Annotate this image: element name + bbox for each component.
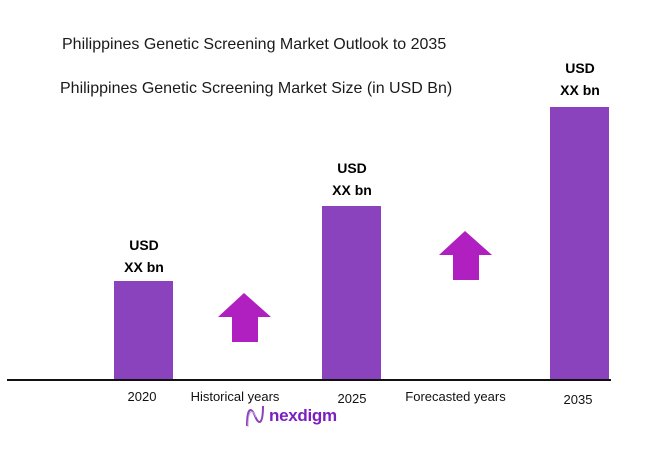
growth-arrow-icon [439, 231, 492, 280]
nexdigm-logo: nexdigm [245, 404, 337, 428]
x-axis [7, 379, 611, 381]
nexdigm-wave-icon [246, 405, 264, 428]
chart-subtitle: Philippines Genetic Screening Market Siz… [60, 80, 453, 97]
x-tick-2025: 2025 [337, 391, 367, 406]
nexdigm-logo-text: nexdigm [269, 406, 337, 425]
chart-title: Philippines Genetic Screening Market Out… [62, 36, 447, 53]
forecasted-years-label: Forecasted years [405, 389, 506, 404]
historical-years-label: Historical years [190, 389, 280, 404]
bar-2035 [550, 107, 609, 380]
bar-label-2035: USD XX bn [560, 60, 600, 98]
bar-label-2020: USD XX bn [124, 237, 164, 275]
bar-label-2025: USD XX bn [332, 160, 372, 198]
x-tick-2020: 2020 [127, 389, 157, 404]
bar-2025 [322, 206, 381, 380]
bar-2020 [114, 281, 173, 380]
x-tick-2035: 2035 [563, 392, 593, 407]
growth-arrow-icon [218, 293, 271, 342]
